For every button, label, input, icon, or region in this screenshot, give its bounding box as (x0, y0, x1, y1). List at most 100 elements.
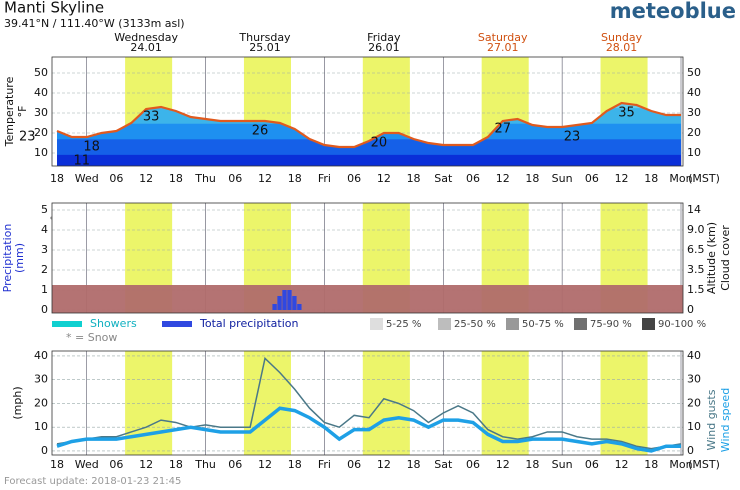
y2-tick-label: 40 (687, 86, 701, 99)
x-tick-label: 06 (228, 458, 242, 471)
y-tick-label: 30 (34, 106, 48, 119)
x-tick-label: 12 (377, 458, 391, 471)
day-date: 27.01 (487, 41, 519, 54)
x-tick-label: Sun (552, 458, 573, 471)
x-tick-label: 18 (288, 458, 302, 471)
x-tick-label: Wed (75, 172, 99, 185)
y2-tick-label: 30 (687, 373, 701, 386)
day-date: 24.01 (130, 41, 162, 54)
cloud-label: 90-100 % (658, 319, 706, 330)
daylight (125, 351, 173, 455)
x-tick-label: Sun (552, 172, 573, 185)
precip-bar (297, 304, 302, 310)
x-tick-label: 18 (644, 172, 658, 185)
x-tick-label: 06 (585, 172, 599, 185)
y-tick-label: 20 (34, 396, 48, 409)
x-tick-label: 06 (466, 458, 480, 471)
day-name: Thursday (238, 31, 291, 44)
x-tick-label: 06 (347, 172, 361, 185)
y2-tick-label: 50 (687, 66, 701, 79)
x-tick-label: 18 (525, 458, 539, 471)
y2-tick-label: 9.0 (687, 223, 705, 236)
y2-tick-label: 10 (687, 420, 701, 433)
coords: 39.41°N / 111.40°W (3133m asl) (4, 17, 185, 30)
y2-tick-label: 0 (687, 303, 694, 316)
y2-tick-label: 3.5 (687, 263, 705, 276)
wind-speed-line (56, 406, 681, 453)
precip-bar (287, 290, 292, 310)
x-tick-label: Wed (75, 458, 99, 471)
y-tick-label: 4 (41, 223, 48, 236)
temp-label: 23 (564, 130, 581, 145)
y2-tick-label: 30 (687, 106, 701, 119)
day-name: Friday (367, 31, 401, 44)
x-tick-label: 12 (496, 172, 510, 185)
x-tick-label: Mon (669, 458, 692, 471)
temp-label: 11 (73, 154, 90, 169)
x-tick-label: 18 (407, 458, 421, 471)
y2-label: Altitude (km) (705, 222, 718, 294)
legend-label: Wind speed (719, 388, 732, 452)
temp-label: 27 (494, 122, 511, 137)
temp-label: 23 (19, 130, 36, 145)
x-tick-label: Fri (318, 458, 331, 471)
legend-label: Showers (90, 317, 137, 330)
y2-label: Cloud cover (719, 225, 732, 291)
y2-tick-label: 14 (687, 203, 701, 216)
x-tick-label: 18 (50, 458, 64, 471)
y-tick-label: 0 (41, 303, 48, 316)
temp-label: 26 (252, 124, 269, 139)
y-unit: (mm) (13, 243, 26, 273)
cloud-swatch (506, 318, 519, 330)
y2-tick-label: 40 (687, 349, 701, 362)
x-tick-label: 12 (615, 458, 629, 471)
temp-label: 18 (83, 140, 100, 155)
day-date: 25.01 (249, 41, 281, 54)
x-tick-label: 06 (228, 172, 242, 185)
x-tick-label: 18 (644, 458, 658, 471)
y2-tick-label: 1.5 (687, 283, 705, 296)
x-tick-label: 06 (347, 458, 361, 471)
y2-tick-label: 20 (687, 396, 701, 409)
temp-label: 35 (618, 106, 635, 121)
y-tick-label: 1 (41, 283, 48, 296)
x-tick-label: 18 (169, 172, 183, 185)
x-tick-label: 18 (50, 172, 64, 185)
x-tick-label: 06 (109, 172, 123, 185)
y-tick-label: 40 (34, 86, 48, 99)
y-tick-label: 2 (41, 263, 48, 276)
legend-swatch (162, 321, 192, 327)
y-tick-label: 50 (34, 66, 48, 79)
cloud-swatch (574, 318, 587, 330)
y2-tick-label: 0 (687, 444, 694, 457)
y-tick-label: 10 (34, 146, 48, 159)
y-tick-label: 5 (41, 203, 48, 216)
x-tick-label: 18 (169, 458, 183, 471)
y-tick-label: 30 (34, 373, 48, 386)
terrain (52, 285, 683, 313)
plot-frame (51, 202, 684, 314)
plot-frame (51, 56, 684, 167)
day-name: Sunday (601, 31, 643, 44)
temp-label: 20 (371, 136, 388, 151)
x-tick-label: 18 (525, 172, 539, 185)
x-tick-label: 12 (258, 172, 272, 185)
precip-bar (272, 304, 277, 310)
daylight (600, 351, 648, 455)
y-unit: °F (16, 106, 29, 118)
y-label: (mph) (11, 386, 24, 419)
y2-tick-label: 6.5 (687, 243, 705, 256)
y2-tick-label: 10 (687, 146, 701, 159)
x-unit: (MST) (688, 458, 720, 471)
cloud-label: 75-90 % (590, 319, 632, 330)
x-tick-label: Sat (434, 458, 453, 471)
temp-label: 33 (143, 110, 160, 125)
legend-swatch (52, 321, 82, 327)
legend-label: Total precipitation (199, 317, 299, 330)
y-tick-label: 3 (41, 243, 48, 256)
legend-label: Wind gusts (705, 389, 718, 450)
x-tick-label: Mon (669, 172, 692, 185)
x-tick-label: Thu (194, 172, 216, 185)
y-label: Precipitation (1, 224, 14, 293)
